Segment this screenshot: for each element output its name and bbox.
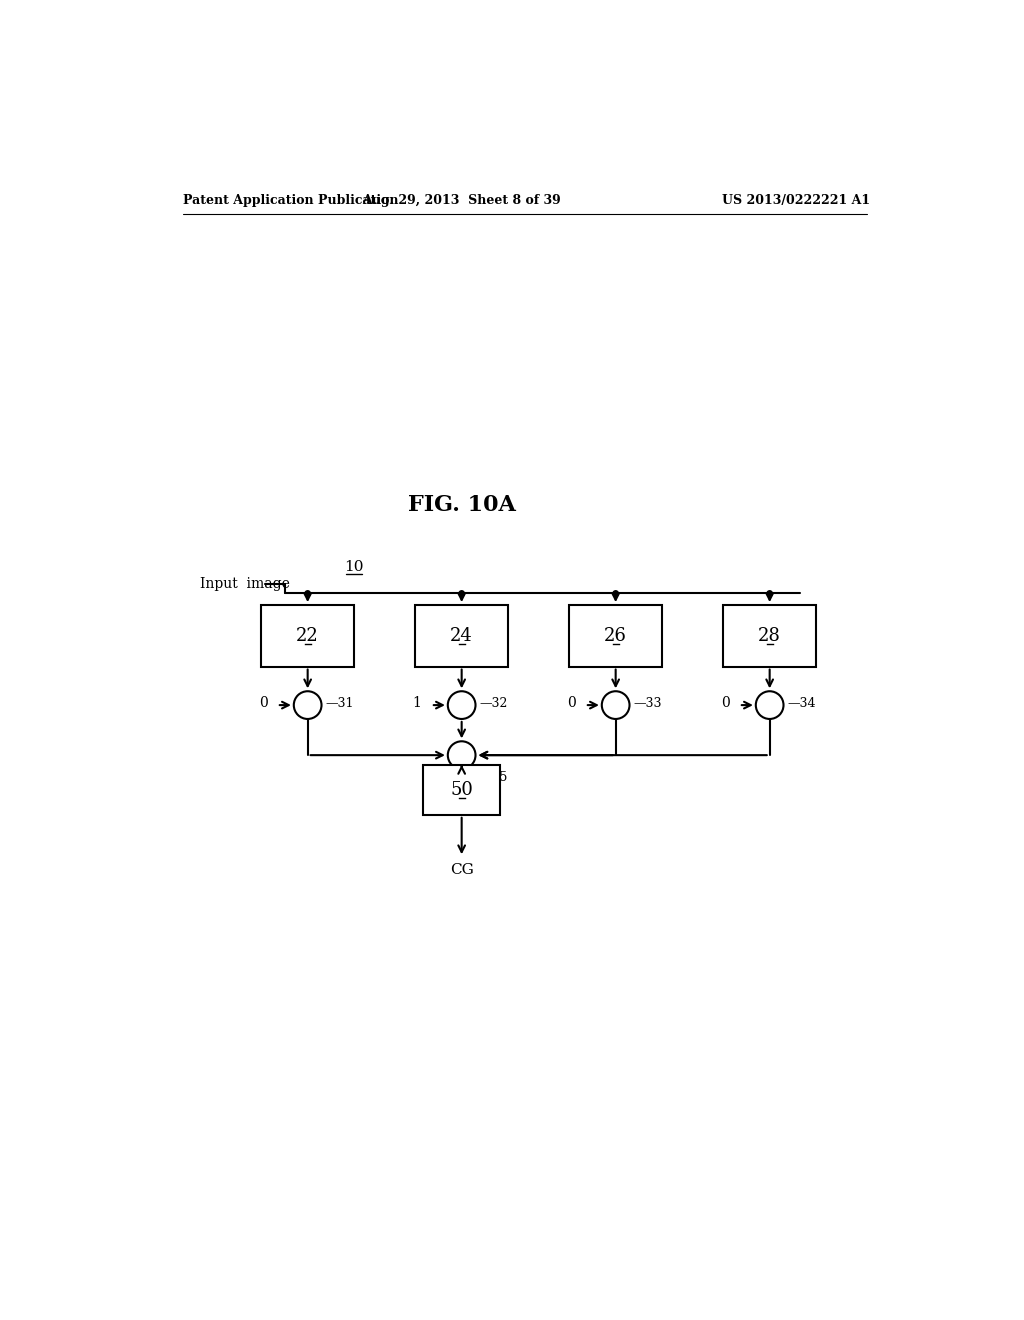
Text: —32: —32 [479,697,508,710]
Circle shape [756,692,783,719]
Text: US 2013/0222221 A1: US 2013/0222221 A1 [722,194,869,207]
Text: 0: 0 [566,696,575,710]
Text: 24: 24 [451,627,473,644]
Text: 28: 28 [758,627,781,644]
Circle shape [305,591,310,597]
Bar [569,605,662,667]
Bar [416,605,508,667]
Bar [261,605,354,667]
Text: —31: —31 [326,697,354,710]
Circle shape [447,692,475,719]
Text: 50: 50 [451,781,473,799]
Circle shape [459,591,464,597]
Text: FIG. 10A: FIG. 10A [408,494,516,516]
Text: CG: CG [450,863,473,878]
Text: 0: 0 [259,696,267,710]
Circle shape [447,742,475,770]
Text: 10: 10 [344,560,364,574]
Circle shape [613,591,618,597]
Text: Input  image: Input image [200,577,290,591]
Text: Patent Application Publication: Patent Application Publication [183,194,398,207]
Text: Aug. 29, 2013  Sheet 8 of 39: Aug. 29, 2013 Sheet 8 of 39 [362,194,561,207]
Text: 1: 1 [413,696,422,710]
Circle shape [767,591,772,597]
Bar [724,605,816,667]
Bar [423,764,500,814]
Circle shape [294,692,322,719]
Text: —34: —34 [787,697,816,710]
Circle shape [602,692,630,719]
Text: —33: —33 [634,697,662,710]
Text: —35: —35 [479,771,508,784]
Text: 22: 22 [296,627,319,644]
Text: 26: 26 [604,627,627,644]
Text: 0: 0 [721,696,729,710]
